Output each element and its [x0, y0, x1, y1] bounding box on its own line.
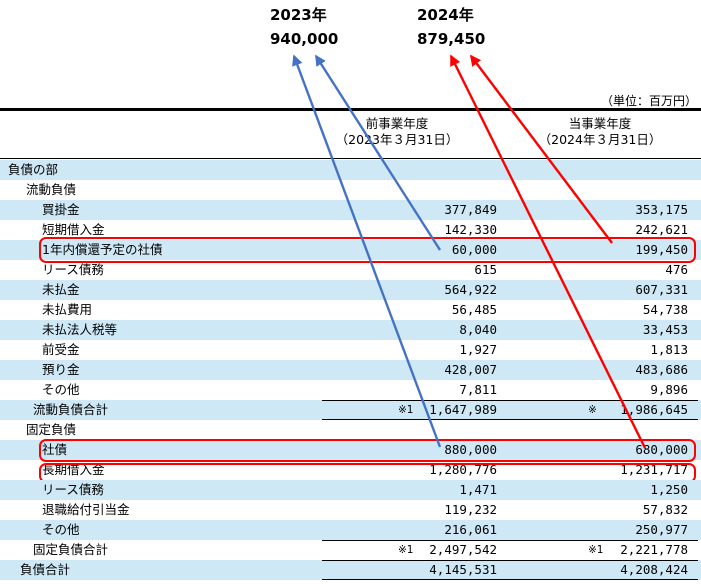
row-label: 長期借入金	[42, 462, 105, 477]
table-row: 固定負債合計 ※1 ※1 2,497,542 2,221,778	[0, 540, 701, 560]
amount-cell: 353,175	[635, 202, 688, 217]
annotation-year-2024: 2024年	[417, 6, 474, 24]
annotation-value-2024: 879,450	[417, 30, 486, 48]
amount-cell: 242,621	[635, 222, 688, 237]
table-row: 流動負債合計 ※1 ※ 1,647,989 1,986,645	[0, 400, 701, 420]
row-label: 退職給付引当金	[42, 502, 130, 517]
amount-cell: 483,686	[635, 362, 688, 377]
amount-cell: 54,738	[642, 302, 688, 317]
amount-cell: 1,927	[459, 342, 497, 357]
table-row: その他 7,811 9,896	[0, 380, 701, 400]
amount-cell: 377,849	[444, 202, 497, 217]
amount-cell: 2,497,542	[429, 542, 497, 557]
amount-cell: 56,485	[451, 302, 497, 317]
row-label: 1年内償還予定の社債	[42, 242, 163, 257]
amount-cell: 60,000	[451, 242, 497, 257]
row-label: リース債務	[42, 482, 104, 497]
row-label: その他	[42, 522, 80, 537]
table-row: 預り金 428,007 483,686	[0, 360, 701, 380]
annotation-value-2023: 940,000	[270, 30, 339, 48]
row-label: その他	[42, 382, 80, 397]
column-subtitle: （2024年３月31日）	[538, 132, 662, 147]
table-row: 未払法人税等 8,040 33,453	[0, 320, 701, 340]
row-label: 固定負債	[26, 422, 77, 437]
table-row: 長期借入金 1,280,776 1,231,717	[0, 460, 701, 483]
table-row: 退職給付引当金 119,232 57,832	[0, 500, 701, 520]
row-label: 前受金	[42, 342, 80, 357]
header-separator-rule	[0, 158, 701, 159]
table-row: 負債の部	[0, 160, 701, 180]
row-label: 未払金	[42, 282, 80, 297]
amount-cell: 9,896	[650, 382, 688, 397]
amount-cell: 142,330	[444, 222, 497, 237]
table-row: 負債合計 4,145,531 4,208,424	[0, 560, 701, 580]
amount-cell: 7,811	[459, 382, 497, 397]
note-marker: ※1	[398, 544, 414, 556]
amount-cell: 216,061	[444, 522, 497, 537]
amount-cell: 199,450	[635, 242, 688, 257]
table-row: 前受金 1,927 1,813	[0, 340, 701, 360]
row-label: 短期借入金	[42, 222, 105, 237]
row-label: 負債の部	[8, 162, 59, 177]
amount-cell: 880,000	[444, 442, 497, 457]
amount-cell: 4,145,531	[429, 562, 497, 577]
row-label: 固定負債合計	[33, 542, 109, 557]
table-row: 固定負債	[0, 420, 701, 440]
amount-cell: 1,986,645	[620, 402, 688, 417]
annotation-year-2023: 2023年	[270, 6, 327, 24]
row-label: 未払法人税等	[42, 322, 118, 337]
amount-cell: 1,250	[650, 482, 688, 497]
amount-cell: 33,453	[642, 322, 688, 337]
table-row: リース債務 615 476	[0, 260, 701, 280]
row-label: 未払費用	[42, 302, 93, 317]
table-row: リース債務 1,471 1,250	[0, 480, 701, 500]
table-row: その他 216,061 250,977	[0, 520, 701, 540]
amount-cell: 607,331	[635, 282, 688, 297]
amount-cell: 564,922	[444, 282, 497, 297]
amount-cell: 680,000	[635, 442, 688, 457]
table-row: 未払費用 56,485 54,738	[0, 300, 701, 320]
amount-cell: 1,647,989	[429, 402, 497, 417]
row-label: 流動負債合計	[33, 402, 109, 417]
table-body: 負債の部流動負債買掛金 377,849 353,175 短期借入金 142,330 242…	[0, 160, 701, 580]
amount-cell: 476	[665, 262, 688, 277]
amount-cell: 57,832	[642, 502, 688, 517]
table-row: 短期借入金 142,330 242,621	[0, 220, 701, 240]
table-row: 買掛金 377,849 353,175	[0, 200, 701, 220]
table-row: 流動負債	[0, 180, 701, 200]
amount-cell: 2,221,778	[620, 542, 688, 557]
amount-cell: 4,208,424	[620, 562, 688, 577]
row-label: 買掛金	[42, 202, 80, 217]
amount-cell: 1,231,717	[620, 462, 688, 477]
note-marker: ※1	[588, 544, 604, 556]
table-row: 社債 880,000 680,000	[0, 439, 701, 462]
amount-cell: 1,471	[459, 482, 497, 497]
row-label: 負債合計	[20, 562, 71, 577]
table-row: 未払金 564,922 607,331	[0, 280, 701, 300]
column-title: 前事業年度	[365, 116, 429, 131]
amount-cell: 8,040	[459, 322, 497, 337]
row-label: 預り金	[42, 362, 80, 377]
amount-cell: 428,007	[444, 362, 497, 377]
column-header-current-year: 当事業年度 （2024年３月31日）	[510, 116, 690, 148]
table-row: 1年内償還予定の社債 60,000 199,450	[0, 237, 701, 263]
column-header-prior-year: 前事業年度 （2023年３月31日）	[307, 116, 487, 148]
unit-label: （単位：百万円）	[600, 94, 697, 108]
row-label: 流動負債	[26, 182, 77, 197]
amount-cell: 615	[474, 262, 497, 277]
amount-cell: 119,232	[444, 502, 497, 517]
amount-cell: 1,813	[650, 342, 688, 357]
amount-cell: 1,280,776	[429, 462, 497, 477]
row-label: 社債	[42, 442, 68, 457]
amount-cell: 250,977	[635, 522, 688, 537]
row-label: リース債務	[42, 262, 104, 277]
column-subtitle: （2023年３月31日）	[335, 132, 459, 147]
column-title: 当事業年度	[568, 116, 632, 131]
table-top-rule	[0, 108, 701, 111]
